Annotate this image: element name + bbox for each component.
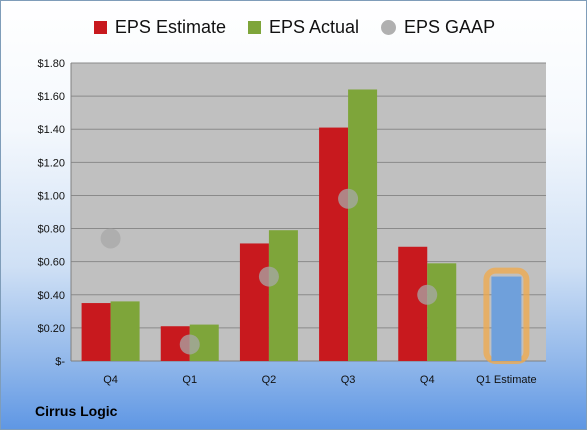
- y-tick-label: $0.80: [37, 224, 65, 236]
- x-tick-label: Q4: [103, 374, 118, 386]
- x-tick-label: Q2: [262, 374, 277, 386]
- plot-area: [71, 63, 546, 361]
- actual-swatch: [247, 21, 261, 34]
- y-tick-label: $-: [55, 356, 65, 368]
- legend-gaap-label: EPS GAAP: [404, 17, 496, 37]
- y-tick-label: $1.80: [37, 58, 65, 70]
- legend-estimate-label: EPS Estimate: [114, 17, 226, 37]
- bar-eps-actual: [268, 230, 298, 361]
- y-tick-label: $1.60: [37, 91, 65, 103]
- bar-eps-actual: [427, 263, 457, 361]
- y-tick-label: $0.20: [37, 323, 65, 335]
- legend: EPS Estimate EPS Actual EPS GAAP: [1, 17, 586, 38]
- gaap-swatch: [381, 20, 397, 35]
- bar-eps-actual: [348, 89, 378, 361]
- y-tick-label: $1.40: [37, 124, 65, 136]
- legend-item-gaap: EPS GAAP: [381, 17, 495, 38]
- y-tick-label: $1.20: [37, 157, 65, 169]
- y-tick-label: $0.60: [37, 257, 65, 269]
- eps-gaap-marker: [258, 266, 279, 287]
- x-tick-label: Q1: [182, 374, 197, 386]
- bar-eps-estimate: [319, 127, 349, 361]
- legend-item-actual: EPS Actual: [247, 17, 360, 38]
- eps-gaap-marker: [179, 334, 200, 355]
- bar-eps-forecast: [491, 276, 522, 361]
- eps-gaap-marker: [417, 284, 438, 305]
- x-tick-label: Q1 Estimate: [476, 374, 537, 386]
- y-tick-label: $1.00: [37, 190, 65, 202]
- legend-item-estimate: EPS Estimate: [93, 17, 226, 38]
- legend-actual-label: EPS Actual: [268, 17, 360, 37]
- x-tick-label: Q3: [341, 374, 356, 386]
- bar-eps-estimate: [81, 303, 111, 361]
- estimate-swatch: [93, 21, 107, 34]
- y-tick-label: $0.40: [37, 290, 65, 302]
- bar-eps-estimate: [239, 243, 269, 361]
- x-tick-label: Q4: [420, 374, 435, 386]
- eps-gaap-marker: [100, 228, 121, 249]
- bar-eps-actual: [110, 301, 140, 361]
- bar-eps-estimate: [398, 246, 428, 361]
- company-name: Cirrus Logic: [35, 403, 118, 419]
- eps-gaap-marker: [338, 188, 359, 209]
